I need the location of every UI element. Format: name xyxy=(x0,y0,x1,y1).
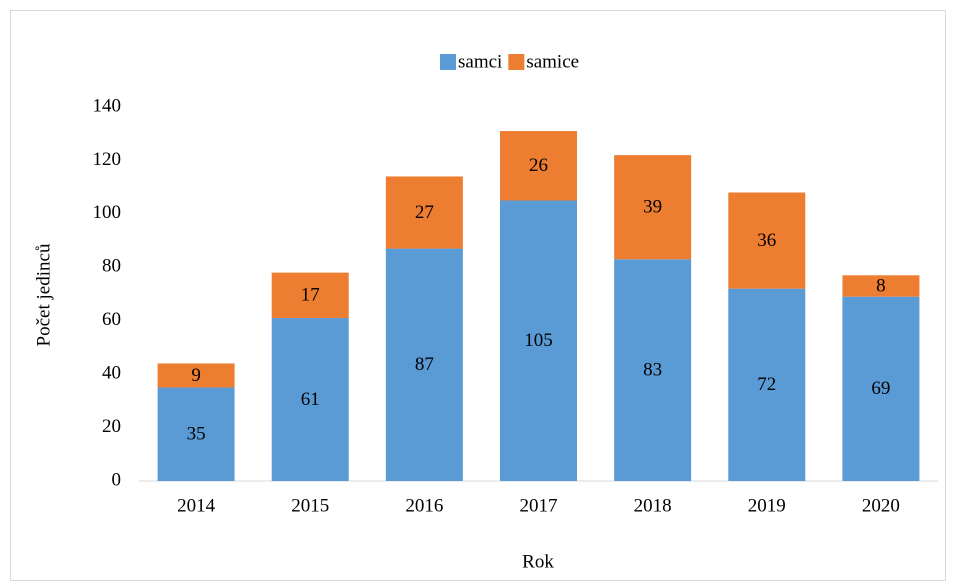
data-label: 26 xyxy=(529,155,548,176)
legend-swatch xyxy=(440,54,456,70)
data-label: 35 xyxy=(187,424,206,445)
bar-segment xyxy=(157,387,235,481)
x-tick-label: 2020 xyxy=(862,495,900,516)
y-tick-label: 0 xyxy=(112,469,122,490)
data-label: 8 xyxy=(876,275,886,296)
bar-segment xyxy=(728,192,806,289)
bar-segment xyxy=(614,155,692,260)
bar-segment xyxy=(842,275,920,297)
bar-segment xyxy=(271,272,349,319)
y-tick-label: 20 xyxy=(102,416,121,437)
x-tick-label: 2019 xyxy=(748,495,786,516)
bar-segment xyxy=(385,248,463,481)
y-tick-label: 60 xyxy=(102,309,121,330)
data-label: 27 xyxy=(415,202,434,223)
data-label: 87 xyxy=(415,354,434,375)
data-label: 9 xyxy=(191,365,201,386)
bar-segment xyxy=(500,200,577,481)
legend-label: samice xyxy=(526,51,579,72)
bar-segment xyxy=(271,318,349,481)
data-label: 69 xyxy=(871,378,890,399)
y-tick-label: 40 xyxy=(102,363,121,384)
data-label: 39 xyxy=(643,197,662,218)
data-label: 72 xyxy=(757,374,776,395)
x-tick-label: 2014 xyxy=(177,495,216,516)
data-label: 17 xyxy=(301,285,320,306)
legend-label: samci xyxy=(458,51,502,72)
x-tick-label: 2015 xyxy=(291,495,329,516)
x-axis-title: Rok xyxy=(522,551,554,572)
data-label: 105 xyxy=(524,330,553,351)
y-axis-title: Počet jedinců xyxy=(33,243,54,346)
data-label: 61 xyxy=(301,389,320,410)
bar-segment xyxy=(842,296,920,481)
y-tick-label: 120 xyxy=(93,149,122,170)
data-label: 83 xyxy=(643,359,662,380)
x-tick-label: 2016 xyxy=(405,495,443,516)
bar-segment xyxy=(385,176,463,249)
y-tick-label: 140 xyxy=(93,95,122,116)
y-tick-label: 80 xyxy=(102,256,121,277)
bar-segment xyxy=(614,259,692,481)
data-label: 36 xyxy=(757,230,776,251)
y-tick-label: 100 xyxy=(93,202,122,223)
x-tick-label: 2018 xyxy=(634,495,672,516)
x-tick-label: 2017 xyxy=(520,495,558,516)
bar-segment xyxy=(157,363,235,388)
legend-swatch xyxy=(508,54,525,70)
bar-segment xyxy=(500,131,577,201)
bar-segment xyxy=(728,288,806,481)
